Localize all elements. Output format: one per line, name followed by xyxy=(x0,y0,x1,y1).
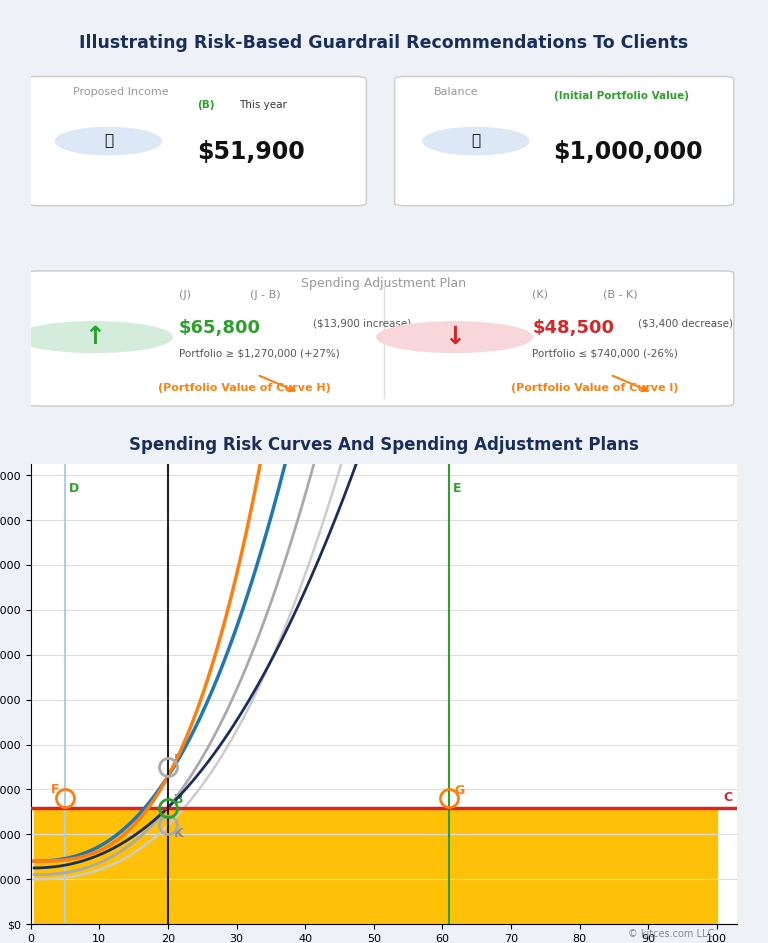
Text: Proposed Income: Proposed Income xyxy=(73,87,169,96)
Text: $48,500: $48,500 xyxy=(532,319,614,337)
FancyBboxPatch shape xyxy=(395,76,733,206)
Text: G: G xyxy=(455,784,465,797)
Text: (J - B): (J - B) xyxy=(250,290,280,300)
FancyBboxPatch shape xyxy=(27,271,733,405)
Text: (Portfolio Value of Curve H): (Portfolio Value of Curve H) xyxy=(158,383,331,392)
Text: (B): (B) xyxy=(197,100,214,110)
Text: ↑: ↑ xyxy=(84,325,104,349)
Text: ($13,900 increase): ($13,900 increase) xyxy=(313,319,412,329)
Text: (Portfolio Value of Curve I): (Portfolio Value of Curve I) xyxy=(511,383,679,392)
Text: K: K xyxy=(174,827,183,839)
Circle shape xyxy=(17,322,172,353)
Text: Spending Adjustment Plan: Spending Adjustment Plan xyxy=(301,277,467,290)
Circle shape xyxy=(55,127,161,155)
Text: E: E xyxy=(452,482,461,495)
Text: C: C xyxy=(723,791,733,804)
Text: This year: This year xyxy=(239,100,287,110)
Text: $51,900: $51,900 xyxy=(197,140,304,164)
Title: Spending Risk Curves And Spending Adjustment Plans: Spending Risk Curves And Spending Adjust… xyxy=(129,436,639,454)
Text: Illustrating Risk-Based Guardrail Recommendations To Clients: Illustrating Risk-Based Guardrail Recomm… xyxy=(79,34,689,52)
Text: F: F xyxy=(51,783,60,796)
Text: © kitces.com LLC: © kitces.com LLC xyxy=(628,929,714,939)
Text: $1,000,000: $1,000,000 xyxy=(554,140,703,164)
Text: ↓: ↓ xyxy=(444,325,465,349)
Text: B: B xyxy=(174,793,183,806)
Text: Balance: Balance xyxy=(433,87,478,96)
Text: (Initial Portfolio Value): (Initial Portfolio Value) xyxy=(554,91,689,101)
Text: (B - K): (B - K) xyxy=(603,290,637,300)
Text: $65,800: $65,800 xyxy=(179,319,261,337)
Text: J: J xyxy=(174,753,178,766)
Text: Portfolio ≤ $740,000 (-26%): Portfolio ≤ $740,000 (-26%) xyxy=(532,348,678,358)
Text: (K): (K) xyxy=(532,290,548,300)
Text: 💰: 💰 xyxy=(472,134,481,149)
Circle shape xyxy=(377,322,532,353)
Text: D: D xyxy=(68,482,78,495)
Circle shape xyxy=(423,127,529,155)
Text: (J): (J) xyxy=(179,290,191,300)
FancyBboxPatch shape xyxy=(27,76,366,206)
Text: Portfolio ≥ $1,270,000 (+27%): Portfolio ≥ $1,270,000 (+27%) xyxy=(179,348,340,358)
Text: 👤: 👤 xyxy=(104,134,113,149)
Text: ($3,400 decrease): ($3,400 decrease) xyxy=(638,319,733,329)
